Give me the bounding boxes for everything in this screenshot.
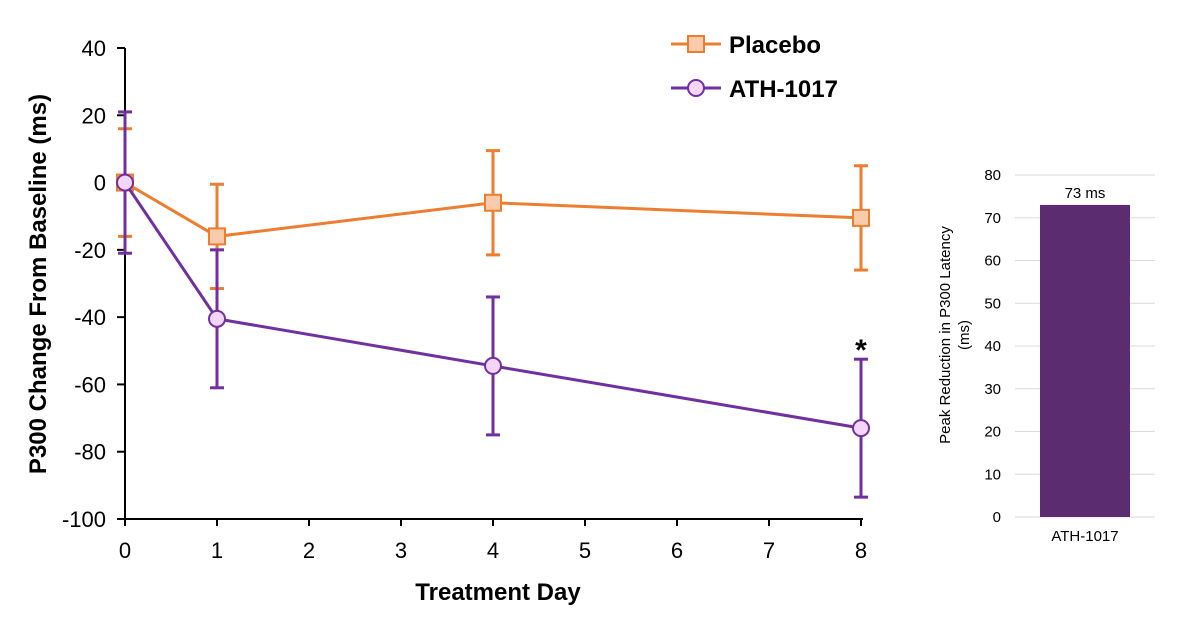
- series-line-placebo: [124, 181, 862, 238]
- data-point-ath1017: [208, 309, 226, 328]
- data-point-placebo: [208, 227, 226, 246]
- bar-category-label: ATH-1017: [1051, 528, 1118, 545]
- legend-ath1017-label: ATH-1017: [729, 76, 838, 103]
- series-ath1017: [116, 110, 870, 499]
- bar-chart-y-axis: 80 70 60 50 40 30 20 10 0: [984, 167, 1001, 526]
- line-chart-y-label: P300 Change From Baseline (ms): [25, 94, 52, 474]
- bar-ath1017: [1040, 204, 1130, 518]
- bar-data-label: 73 ms: [1065, 185, 1106, 202]
- series-placebo: [116, 127, 870, 291]
- bar-chart-y-tick-label: 60: [984, 253, 1001, 270]
- line-chart-x-tick-label: 2: [303, 538, 315, 563]
- bar-chart-y-tick-label: 70: [984, 210, 1001, 227]
- line-chart-x-tick-label: 8: [855, 538, 867, 563]
- line-chart-y-tick-label: 40: [82, 36, 106, 61]
- legend-placebo-square-icon: [687, 35, 705, 53]
- line-chart-legend: Placebo ATH-1017: [671, 32, 838, 103]
- line-chart-y-tick-label: -100: [62, 507, 106, 532]
- line-chart-series: [116, 110, 870, 499]
- line-chart-x-tick-label: 4: [487, 538, 499, 563]
- bar-chart-y-tick-label: 40: [984, 338, 1001, 355]
- bar-chart-y-tick-label: 80: [984, 167, 1001, 184]
- data-point-placebo: [484, 193, 502, 212]
- bar-chart-y-tick-label: 0: [993, 509, 1001, 526]
- bar-chart-y-tick-label: 20: [984, 424, 1001, 441]
- line-chart-y-tick-label: -20: [74, 238, 106, 263]
- data-point-ath1017: [852, 419, 870, 438]
- legend-item-ath1017: ATH-1017: [671, 76, 838, 103]
- bar-chart-y-tick-label: 10: [984, 466, 1001, 483]
- data-point-ath1017: [116, 173, 134, 192]
- legend-ath1017-circle-icon: [687, 79, 705, 97]
- line-chart-y-tick-label: 20: [82, 103, 106, 128]
- data-point-placebo: [852, 208, 870, 227]
- line-chart-x-tick-label: 1: [211, 538, 223, 563]
- line-chart-x-tick-label: 3: [395, 538, 407, 563]
- line-chart: 40 20 0 -20 -40 -60 -80 -100 0 1 2 3 4 5 6 7 8 P300 Cha…: [25, 32, 870, 606]
- bar-chart: 80 70 60 50 40 30 20 10 0 73 ms ATH-1017 Peak Red…: [937, 167, 1155, 545]
- significance-asterisk: *: [855, 334, 867, 367]
- line-chart-y-tick-label: -60: [74, 372, 106, 397]
- bar-chart-y-label-line2: (ms): [956, 320, 973, 350]
- bar-chart-y-label-line1: Peak Reduction in P300 Latency: [937, 226, 954, 444]
- legend-placebo-label: Placebo: [729, 32, 821, 59]
- bar-chart-y-tick-label: 50: [984, 295, 1001, 312]
- line-chart-y-axis: 40 20 0 -20 -40 -60 -80 -100: [62, 36, 125, 532]
- bar-chart-bars: 73 ms ATH-1017: [1040, 185, 1130, 545]
- line-chart-y-tick-label: -80: [74, 440, 106, 465]
- line-chart-x-tick-label: 5: [579, 538, 591, 563]
- line-chart-x-tick-label: 7: [763, 538, 775, 563]
- series-line-ath1017: [123, 181, 862, 430]
- line-chart-y-tick-label: 0: [94, 171, 106, 196]
- line-chart-x-axis: 0 1 2 3 4 5 6 7 8: [119, 519, 867, 563]
- line-chart-x-label: Treatment Day: [415, 579, 581, 606]
- line-chart-x-tick-label: 6: [671, 538, 683, 563]
- bar-chart-y-tick-label: 30: [984, 381, 1001, 398]
- line-chart-y-tick-label: -40: [74, 305, 106, 330]
- line-chart-x-tick-label: 0: [119, 538, 131, 563]
- data-point-ath1017: [484, 356, 502, 375]
- legend-item-placebo: Placebo: [671, 32, 821, 59]
